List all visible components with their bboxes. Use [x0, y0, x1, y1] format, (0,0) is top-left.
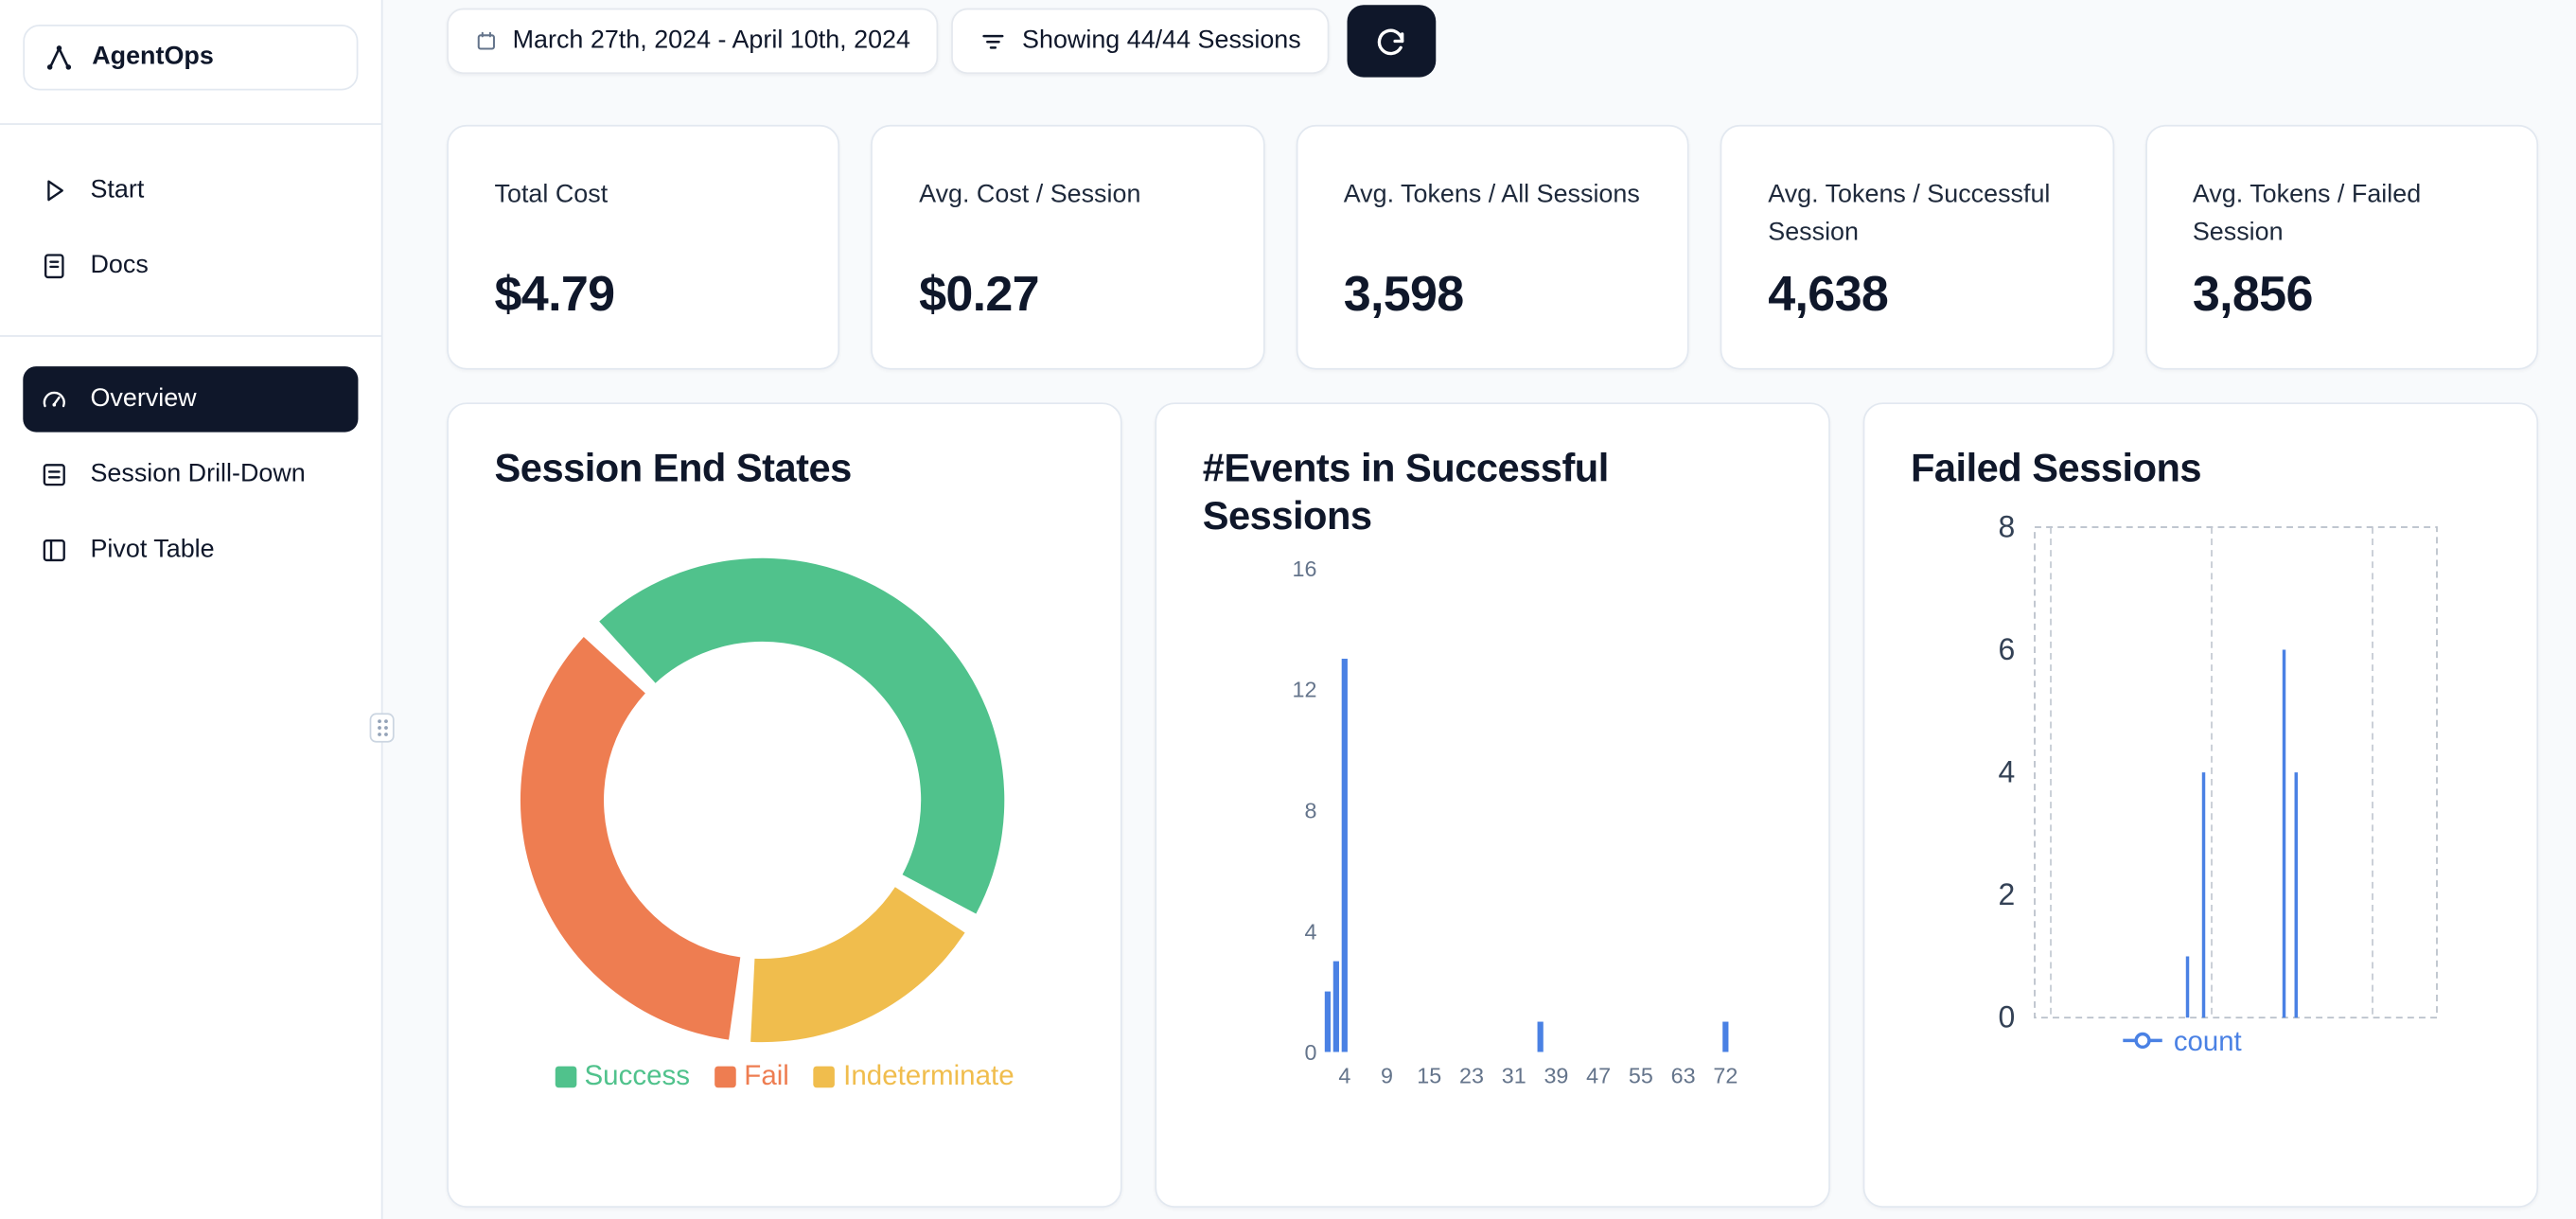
refresh-button[interactable]: [1347, 5, 1437, 78]
date-range-label: March 27th, 2024 - April 10th, 2024: [512, 26, 910, 55]
date-range-button[interactable]: March 27th, 2024 - April 10th, 2024: [447, 8, 939, 75]
legend-item-fail[interactable]: Fail: [715, 1060, 789, 1093]
session-end-states-card: Session End States Success Fail: [447, 402, 1122, 1208]
refresh-icon: [1378, 27, 1405, 55]
sidebar-item-label: Docs: [90, 251, 149, 280]
sidebar-nav-main: Overview Session Drill-Down Pivot T: [23, 366, 359, 583]
stat-label: Avg. Tokens / Successful Session: [1768, 180, 2051, 247]
legend-label: Success: [584, 1059, 691, 1091]
svg-text:47: 47: [1586, 1063, 1611, 1087]
sidebar-divider: [0, 123, 381, 125]
stat-value: $4.79: [494, 267, 616, 323]
donut-legend: Success Fail Indeterminate: [449, 1060, 1120, 1093]
app-name: AgentOps: [92, 43, 214, 71]
svg-text:9: 9: [1381, 1063, 1393, 1087]
org-selector[interactable]: AgentOps: [23, 25, 359, 91]
play-icon: [47, 180, 63, 202]
legend-swatch-success: [555, 1065, 576, 1087]
stat-card-avg-tokens-successful: Avg. Tokens / Successful Session 4,638: [1720, 124, 2114, 370]
sessions-filter-button[interactable]: Showing 44/44 Sessions: [951, 8, 1330, 75]
list-icon: [43, 464, 65, 486]
gauge-icon: [43, 391, 65, 408]
sidebar-item-pivot-table[interactable]: Pivot Table: [23, 518, 358, 583]
sidebar-nav-top: Start Docs: [23, 158, 358, 299]
sidebar: AgentOps Start Docs: [0, 0, 383, 1219]
sidebar-item-label: Start: [90, 175, 145, 204]
svg-text:16: 16: [1293, 556, 1317, 581]
svg-text:72: 72: [1713, 1063, 1738, 1087]
sidebar-resize-handle[interactable]: [369, 713, 395, 743]
sidebar-item-label: Session Drill-Down: [90, 460, 306, 488]
filter-icon: [982, 34, 1004, 48]
stat-label: Total Cost: [494, 180, 609, 209]
svg-text:8: 8: [1304, 798, 1316, 822]
stat-card-avg-cost-session: Avg. Cost / Session $0.27: [871, 124, 1265, 370]
failed-sessions-card: Failed Sessions 0 2 4 6 8 count: [1862, 402, 2539, 1208]
sidebar-item-label: Pivot Table: [90, 535, 215, 564]
svg-text:23: 23: [1459, 1063, 1484, 1087]
sidebar-divider: [0, 335, 381, 337]
sidebar-item-label: Overview: [90, 384, 197, 413]
failed-sessions-line-chart: 0 2 4 6 8 count: [1999, 509, 2438, 1057]
svg-text:55: 55: [1629, 1063, 1653, 1087]
legend-label: Fail: [744, 1059, 789, 1091]
stat-label: Avg. Tokens / All Sessions: [1343, 180, 1640, 209]
svg-text:39: 39: [1544, 1063, 1568, 1087]
svg-text:0: 0: [1999, 1000, 2016, 1034]
sidebar-item-docs[interactable]: Docs: [23, 234, 358, 299]
stat-card-avg-tokens-failed: Avg. Tokens / Failed Session 3,856: [2144, 124, 2539, 370]
docs-icon: [44, 254, 64, 279]
stats-row: Total Cost $4.79 Avg. Cost / Session $0.…: [447, 124, 2539, 370]
sidebar-item-start[interactable]: Start: [23, 158, 358, 223]
svg-text:2: 2: [1999, 877, 2016, 911]
agentops-logo-icon: [46, 45, 72, 70]
chart-title-failed-sessions: Failed Sessions: [1910, 447, 2202, 492]
charts-row: Session End States Success Fail: [447, 402, 2539, 1208]
stat-label: Avg. Cost / Session: [919, 180, 1141, 209]
svg-text:4: 4: [1338, 1063, 1350, 1087]
legend-item-indeterminate[interactable]: Indeterminate: [813, 1059, 1015, 1093]
calendar-icon: [477, 31, 495, 50]
session-end-states-donut-chart: [520, 557, 1005, 1043]
legend-label: Indeterminate: [843, 1059, 1015, 1091]
stat-value: 3,856: [2192, 267, 2314, 323]
svg-text:4: 4: [1999, 754, 2016, 788]
sidebar-item-session-drill-down[interactable]: Session Drill-Down: [23, 442, 358, 507]
svg-text:15: 15: [1417, 1063, 1441, 1087]
table-icon: [43, 539, 65, 562]
svg-text:31: 31: [1502, 1063, 1526, 1087]
svg-text:63: 63: [1671, 1063, 1696, 1087]
legend-item-success[interactable]: Success: [555, 1060, 690, 1093]
chart-title-session-end-states: Session End States: [494, 447, 853, 492]
legend-swatch-indeterminate: [813, 1065, 836, 1087]
svg-text:12: 12: [1293, 678, 1317, 702]
stat-card-avg-tokens-all: Avg. Tokens / All Sessions 3,598: [1296, 124, 1689, 370]
svg-text:4: 4: [1304, 919, 1316, 944]
stat-value: 3,598: [1343, 267, 1465, 323]
svg-text:6: 6: [1999, 632, 2016, 666]
legend-swatch-fail: [715, 1065, 736, 1087]
sessions-filter-label: Showing 44/44 Sessions: [1022, 26, 1301, 55]
events-in-successful-sessions-card: #Events in Successful Sessions 0 4 8 12 16 4 9…: [1155, 402, 1830, 1208]
drag-dots-icon: [377, 719, 388, 736]
stat-value: 4,638: [1768, 267, 1889, 323]
svg-text:8: 8: [1999, 509, 2016, 543]
main-content: March 27th, 2024 - April 10th, 2024 Show…: [382, 0, 2576, 1219]
stat-card-total-cost: Total Cost $4.79: [447, 124, 840, 370]
topbar: March 27th, 2024 - April 10th, 2024 Show…: [447, 5, 2538, 78]
stat-value: $0.27: [919, 267, 1040, 323]
chart-title-events: #Events in Successful Sessions: [1202, 447, 1610, 539]
svg-text:0: 0: [1304, 1040, 1316, 1065]
svg-text:count: count: [2174, 1026, 2242, 1057]
sidebar-item-overview[interactable]: Overview: [23, 366, 359, 433]
stat-label: Avg. Tokens / Failed Session: [2192, 180, 2422, 247]
